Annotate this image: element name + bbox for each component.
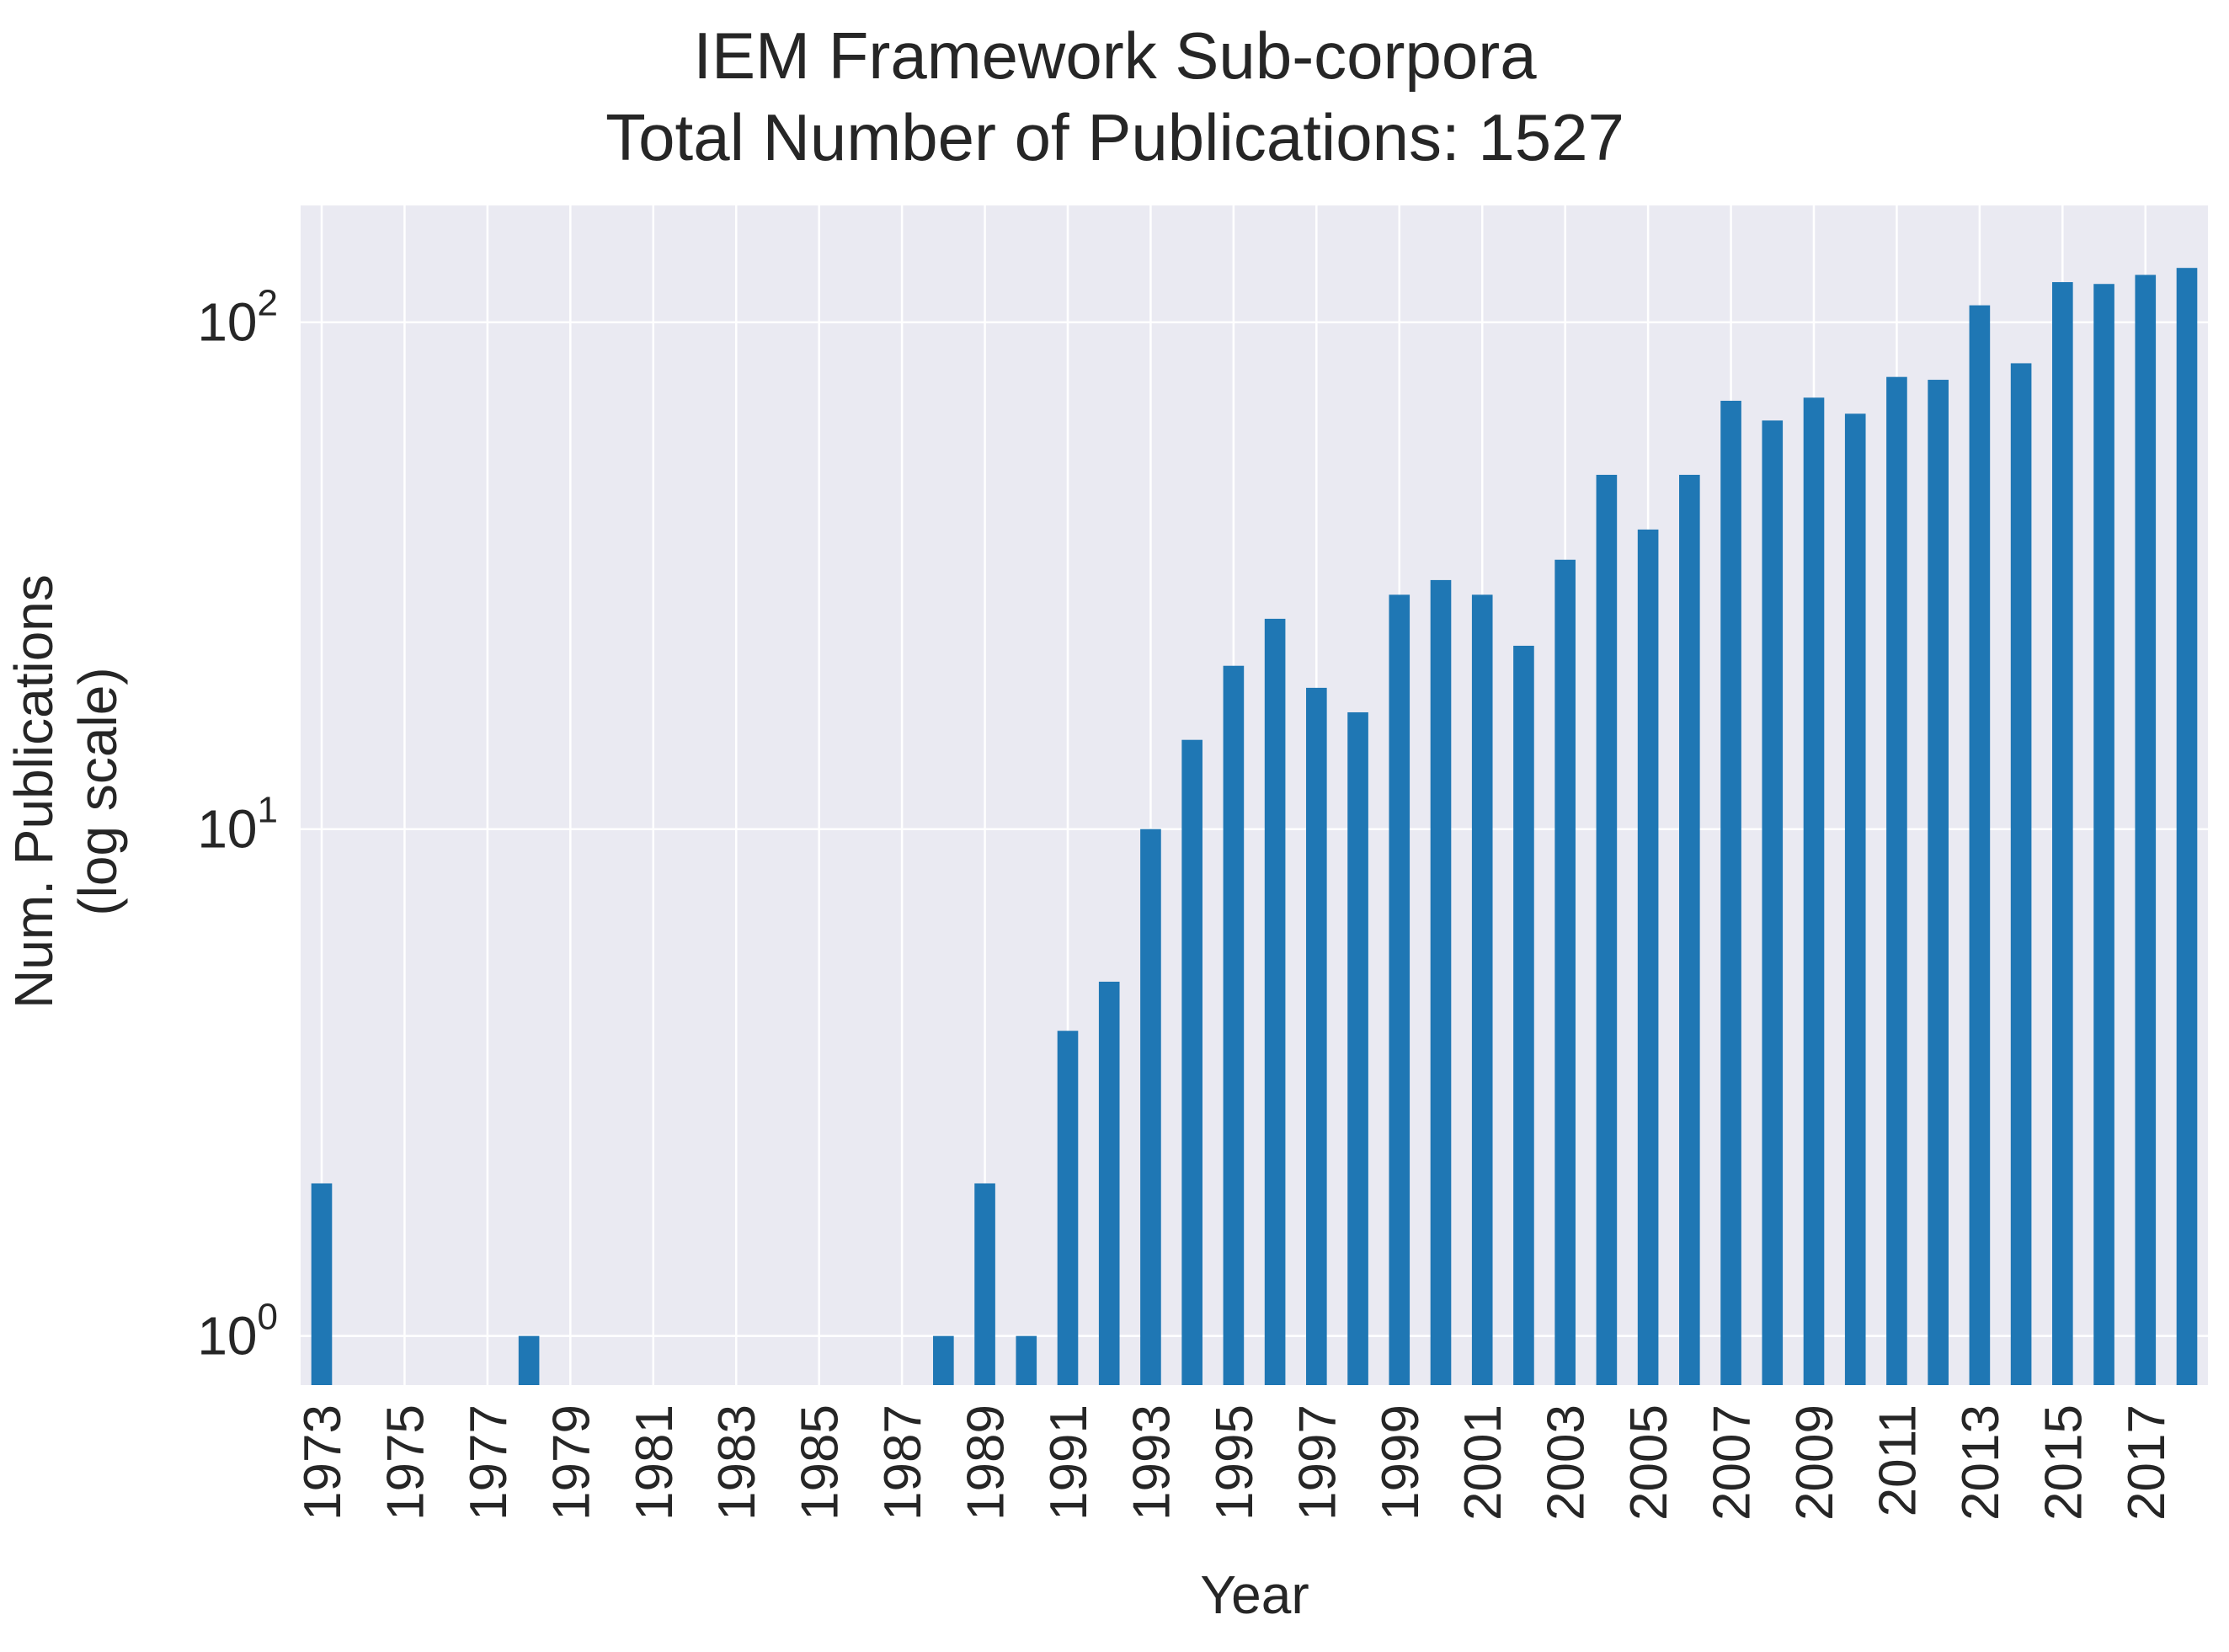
x-tick-label: 1985: [792, 1404, 850, 1521]
x-tick-label: 2007: [1704, 1404, 1762, 1521]
bar: [2093, 284, 2114, 1385]
x-tick-label: 1983: [708, 1404, 766, 1521]
bar: [1140, 829, 1161, 1385]
y-tick-label: 100: [197, 1297, 278, 1367]
x-tick-label: 1993: [1122, 1404, 1181, 1521]
bar: [1844, 413, 1866, 1385]
y-axis-title: Num. Publications: [3, 574, 64, 1009]
x-tick-label: 1977: [460, 1404, 518, 1521]
bar: [1347, 711, 1368, 1385]
x-tick-label: 2011: [1869, 1404, 1927, 1516]
x-tick-label: 1981: [626, 1404, 684, 1521]
y-tick-label: 102: [197, 283, 278, 353]
bar: [1762, 420, 1784, 1386]
x-tick-label: 2015: [2034, 1404, 2093, 1521]
bar: [1016, 1335, 1037, 1385]
bar: [933, 1335, 954, 1385]
x-tick-label: 1999: [1372, 1404, 1430, 1521]
x-tick-label: 2001: [1454, 1404, 1512, 1521]
x-tick-label: 1997: [1288, 1404, 1346, 1521]
x-tick-label: 1973: [294, 1404, 352, 1521]
y-axis-ticks: 100 101 102: [197, 283, 278, 1367]
bar: [1264, 618, 1286, 1385]
y-axis-scale-note: (log scale): [67, 667, 128, 915]
bar: [1803, 397, 1825, 1385]
bar: [1223, 665, 1245, 1385]
bar: [1554, 559, 1576, 1385]
x-tick-label: 2017: [2118, 1404, 2176, 1521]
x-tick-label: 1991: [1040, 1404, 1098, 1521]
bar: [974, 1183, 995, 1385]
bar: [1637, 529, 1659, 1385]
x-tick-label: 2013: [1952, 1404, 2010, 1521]
x-axis-ticks: 1973 1975 1977 1979 1981 1983 1985 1987 1989 1991…: [294, 1404, 2176, 1521]
chart-title: IEM Framework Sub-corpora: [693, 19, 1537, 93]
bars: [311, 268, 2198, 1386]
bar: [1928, 380, 1949, 1385]
x-tick-label: 2009: [1786, 1404, 1844, 1521]
bar: [2052, 282, 2073, 1385]
bar: [2135, 274, 2157, 1385]
bar: [518, 1335, 540, 1385]
x-tick-label: 1975: [376, 1404, 435, 1521]
bar: [1969, 305, 1991, 1385]
bar: [1679, 474, 1700, 1385]
bar: [1596, 474, 1618, 1385]
bar: [1389, 594, 1410, 1385]
bar: [1057, 1031, 1079, 1385]
chart-subtitle: Total Number of Publications: 1527: [605, 100, 1624, 174]
x-axis-title: Year: [1200, 1564, 1309, 1625]
x-tick-label: 1987: [874, 1404, 932, 1521]
bar: [2010, 363, 2032, 1386]
x-tick-label: 1989: [957, 1404, 1016, 1521]
x-tick-label: 2005: [1620, 1404, 1678, 1521]
bar: [1513, 645, 1534, 1385]
bar: [1886, 376, 1907, 1386]
x-tick-label: 1995: [1206, 1404, 1264, 1521]
plot-area: [301, 205, 2208, 1385]
y-tick-label: 101: [197, 790, 278, 860]
bar: [1720, 400, 1741, 1386]
x-tick-label: 2003: [1538, 1404, 1596, 1521]
bar: [1471, 594, 1493, 1385]
bar: [311, 1183, 333, 1385]
bar: [1098, 981, 1120, 1385]
bar: [1306, 687, 1327, 1385]
y-axis-label: Num. Publications (log scale): [3, 574, 128, 1009]
bar: [2176, 268, 2198, 1385]
x-tick-label: 1979: [542, 1404, 600, 1521]
bar: [1430, 579, 1452, 1385]
bar: [1181, 739, 1202, 1385]
